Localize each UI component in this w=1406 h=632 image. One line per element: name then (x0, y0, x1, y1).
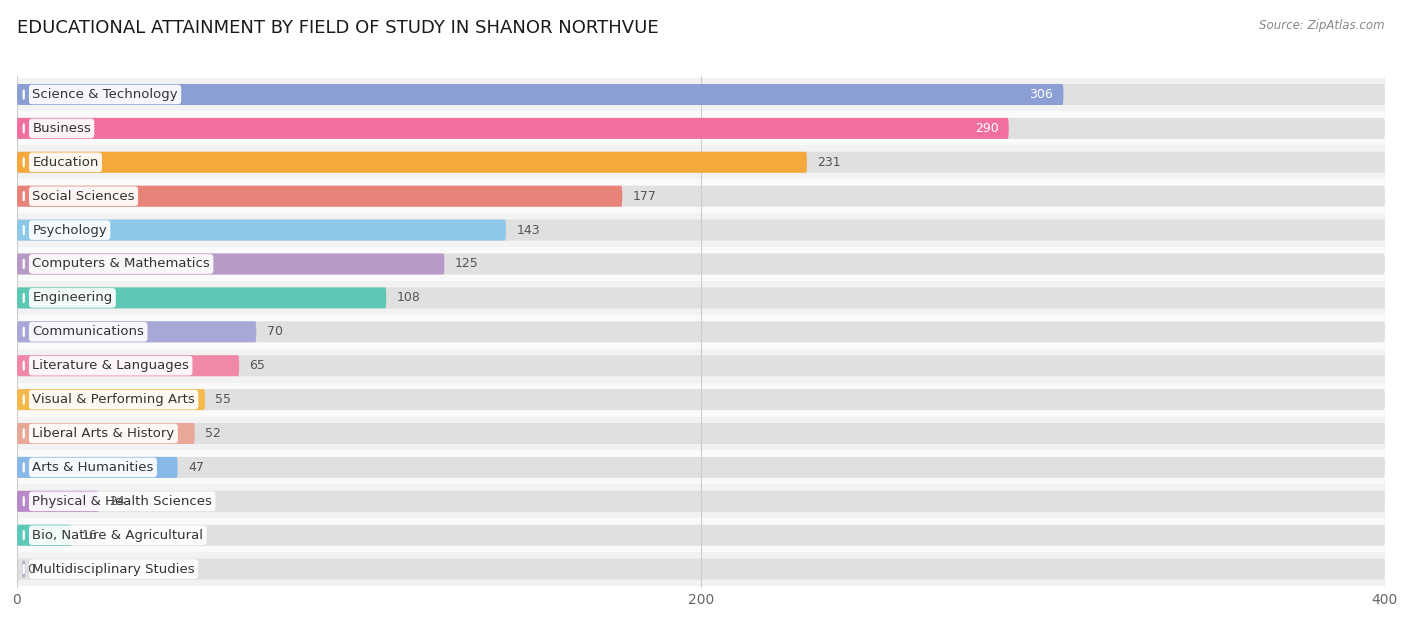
Bar (17, 145, 1385, 179)
FancyBboxPatch shape (17, 84, 1063, 105)
Bar (17, 179, 1385, 213)
FancyBboxPatch shape (17, 525, 72, 545)
FancyBboxPatch shape (17, 355, 1385, 376)
Text: 65: 65 (249, 359, 266, 372)
Bar (17, 416, 1385, 451)
Text: Computers & Mathematics: Computers & Mathematics (32, 257, 209, 270)
Text: Psychology: Psychology (32, 224, 107, 236)
Text: Communications: Communications (32, 325, 145, 338)
FancyBboxPatch shape (17, 423, 1385, 444)
Text: Social Sciences: Social Sciences (32, 190, 135, 203)
Circle shape (22, 222, 24, 238)
Circle shape (22, 324, 24, 340)
Circle shape (22, 459, 24, 475)
Text: Education: Education (32, 156, 98, 169)
Text: 143: 143 (516, 224, 540, 236)
Text: 52: 52 (205, 427, 221, 440)
Bar (17, 484, 1385, 518)
Text: Visual & Performing Arts: Visual & Performing Arts (32, 393, 195, 406)
FancyBboxPatch shape (17, 253, 1385, 274)
Text: 125: 125 (454, 257, 478, 270)
Text: 70: 70 (267, 325, 283, 338)
Circle shape (22, 256, 24, 272)
Bar (17, 315, 1385, 349)
Bar (17, 518, 1385, 552)
Circle shape (22, 121, 24, 137)
Bar (17, 247, 1385, 281)
FancyBboxPatch shape (17, 152, 807, 173)
FancyBboxPatch shape (17, 457, 177, 478)
FancyBboxPatch shape (17, 288, 1385, 308)
Bar (17, 213, 1385, 247)
Text: Science & Technology: Science & Technology (32, 88, 179, 101)
Circle shape (22, 358, 24, 374)
FancyBboxPatch shape (17, 355, 239, 376)
Circle shape (22, 392, 24, 408)
Text: Source: ZipAtlas.com: Source: ZipAtlas.com (1260, 19, 1385, 32)
Text: Multidisciplinary Studies: Multidisciplinary Studies (32, 562, 195, 576)
FancyBboxPatch shape (17, 186, 623, 207)
Text: 290: 290 (974, 122, 998, 135)
Bar (17, 78, 1385, 111)
FancyBboxPatch shape (17, 219, 1385, 241)
FancyBboxPatch shape (17, 457, 1385, 478)
Bar (17, 349, 1385, 382)
FancyBboxPatch shape (17, 389, 1385, 410)
Bar (17, 552, 1385, 586)
Text: 177: 177 (633, 190, 657, 203)
FancyBboxPatch shape (17, 491, 98, 512)
Bar (17, 382, 1385, 416)
FancyBboxPatch shape (17, 321, 1385, 343)
Text: 306: 306 (1029, 88, 1053, 101)
Text: 231: 231 (817, 156, 841, 169)
Circle shape (22, 87, 24, 102)
FancyBboxPatch shape (17, 559, 1385, 580)
FancyBboxPatch shape (17, 389, 205, 410)
FancyBboxPatch shape (17, 525, 1385, 545)
FancyBboxPatch shape (17, 253, 444, 274)
Text: 0: 0 (27, 562, 35, 576)
Bar (17, 451, 1385, 484)
FancyBboxPatch shape (17, 118, 1385, 139)
Text: 108: 108 (396, 291, 420, 305)
Text: Bio, Nature & Agricultural: Bio, Nature & Agricultural (32, 529, 204, 542)
Circle shape (22, 527, 24, 543)
Text: Business: Business (32, 122, 91, 135)
FancyBboxPatch shape (17, 321, 256, 343)
Text: Physical & Health Sciences: Physical & Health Sciences (32, 495, 212, 507)
FancyBboxPatch shape (17, 219, 506, 241)
Text: 55: 55 (215, 393, 231, 406)
Text: 47: 47 (188, 461, 204, 474)
Bar (17, 111, 1385, 145)
Circle shape (22, 561, 24, 577)
Circle shape (22, 494, 24, 509)
Text: Arts & Humanities: Arts & Humanities (32, 461, 153, 474)
FancyBboxPatch shape (17, 288, 387, 308)
FancyBboxPatch shape (17, 423, 194, 444)
FancyBboxPatch shape (17, 118, 1008, 139)
Circle shape (22, 154, 24, 170)
Text: 24: 24 (110, 495, 125, 507)
Text: Liberal Arts & History: Liberal Arts & History (32, 427, 174, 440)
FancyBboxPatch shape (17, 152, 1385, 173)
Circle shape (22, 188, 24, 204)
FancyBboxPatch shape (17, 491, 1385, 512)
FancyBboxPatch shape (17, 84, 1385, 105)
Bar (17, 281, 1385, 315)
Text: EDUCATIONAL ATTAINMENT BY FIELD OF STUDY IN SHANOR NORTHVUE: EDUCATIONAL ATTAINMENT BY FIELD OF STUDY… (17, 19, 658, 37)
Text: 16: 16 (82, 529, 97, 542)
Text: Engineering: Engineering (32, 291, 112, 305)
Circle shape (22, 425, 24, 442)
Text: Literature & Languages: Literature & Languages (32, 359, 190, 372)
FancyBboxPatch shape (17, 186, 1385, 207)
Circle shape (22, 290, 24, 306)
